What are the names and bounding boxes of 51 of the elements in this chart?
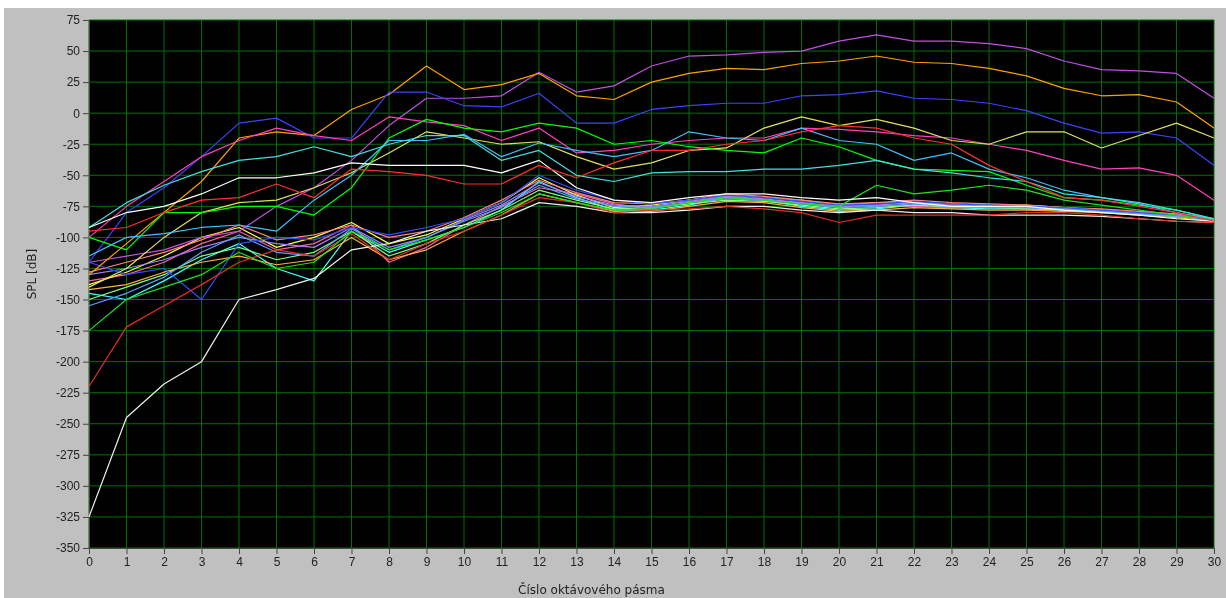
y-tick-label: -200 [55, 354, 81, 369]
x-tick-label: 16 [682, 554, 697, 569]
x-tick-label: 13 [570, 554, 584, 569]
x-tick-label: 25 [1020, 554, 1034, 569]
y-tick-label: 0 [73, 106, 81, 121]
x-tick-label: 5 [273, 554, 281, 569]
x-tick-label: 27 [1095, 554, 1109, 569]
y-tick-label: -25 [62, 137, 81, 152]
x-tick-label: 19 [795, 554, 809, 569]
y-tick-label: -325 [55, 510, 81, 525]
x-axis-title: Číslo oktávového pásma [518, 582, 665, 597]
y-tick-label: 75 [66, 13, 81, 28]
y-tick-label: -75 [62, 199, 81, 214]
x-tick-label: 0 [86, 554, 94, 569]
y-axis-title: SPL [dB] [25, 248, 39, 300]
x-tick-label: 3 [198, 554, 206, 569]
x-tick-label: 30 [1207, 554, 1222, 569]
y-tick-label: -50 [62, 168, 81, 183]
y-tick-label: -350 [55, 541, 81, 556]
x-tick-label: 24 [982, 554, 997, 569]
y-tick-label: -175 [55, 323, 81, 338]
x-tick-label: 11 [495, 554, 509, 569]
y-tick-label: -250 [55, 417, 81, 432]
x-tick-label: 21 [870, 554, 884, 569]
x-tick-label: 7 [348, 554, 356, 569]
x-tick-label: 1 [123, 554, 131, 569]
x-tick-label: 14 [607, 554, 622, 569]
x-tick-label: 28 [1132, 554, 1147, 569]
y-tick-label: -275 [55, 448, 81, 463]
x-tick-label: 23 [945, 554, 959, 569]
x-tick-label: 9 [423, 554, 431, 569]
x-tick-label: 29 [1170, 554, 1184, 569]
x-tick-label: 2 [161, 554, 169, 569]
x-tick-label: 8 [386, 554, 394, 569]
x-tick-label: 18 [757, 554, 772, 569]
x-tick-label: 15 [645, 554, 659, 569]
y-tick-label: -225 [55, 386, 81, 401]
y-tick-label: -300 [55, 479, 81, 494]
x-tick-label: 6 [311, 554, 319, 569]
y-tick-label: -125 [55, 261, 81, 276]
x-tick-label: 4 [236, 554, 244, 569]
x-tick-label: 26 [1057, 554, 1072, 569]
x-tick-label: 10 [457, 554, 472, 569]
x-tick-label: 20 [832, 554, 847, 569]
y-tick-label: -100 [55, 230, 81, 245]
y-tick-label: -150 [55, 292, 81, 307]
x-tick-label: 17 [720, 554, 734, 569]
y-tick-label: 25 [66, 75, 81, 90]
x-tick-label: 22 [907, 554, 922, 569]
y-tick-label: 50 [66, 44, 81, 59]
x-tick-label: 12 [532, 554, 547, 569]
